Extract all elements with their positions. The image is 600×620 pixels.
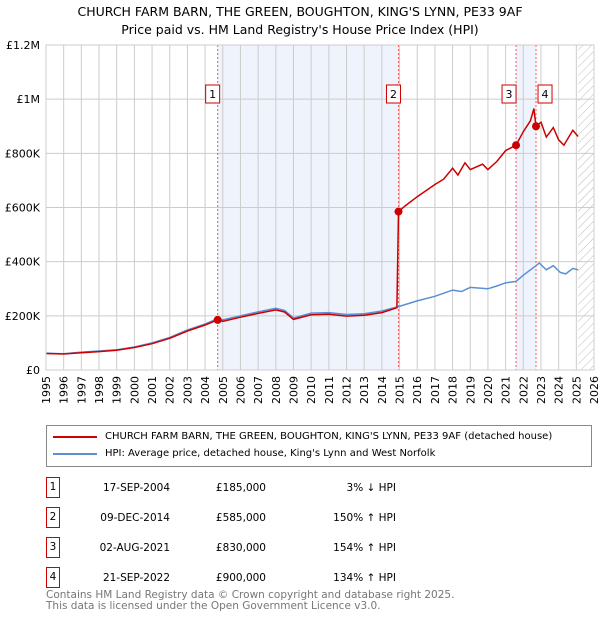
sale-number: 4	[46, 567, 60, 588]
sale-hpi-change: 154% ↑ HPI	[333, 542, 396, 554]
sale-date: 21-SEP-2022	[102, 572, 170, 584]
chart-title: CHURCH FARM BARN, THE GREEN, BOUGHTON, K…	[0, 3, 600, 39]
sale-price: £900,000	[215, 572, 266, 584]
y-tick-label: £1M	[17, 93, 41, 106]
y-tick-label: £1.2M	[6, 39, 40, 52]
x-tick-label: 2016	[411, 376, 424, 404]
series-line-hpi	[45, 261, 579, 355]
sale-hpi-change: 150% ↑ HPI	[333, 512, 396, 524]
sale-point-4	[532, 122, 541, 131]
sale-hpi-change: 3% ↓ HPI	[346, 482, 396, 494]
sale-point-1	[213, 315, 222, 324]
x-tick-label: 2014	[376, 376, 389, 404]
x-tick-label: 2021	[500, 376, 513, 404]
sale-number: 1	[46, 477, 60, 498]
x-tick-label: 2020	[482, 376, 495, 404]
x-tick-label: 1997	[75, 376, 88, 404]
x-tick-label: 2015	[394, 376, 407, 404]
x-tick-label: 2019	[464, 376, 477, 404]
legend-swatch-hpi	[53, 453, 97, 455]
sale-label-4: 4	[542, 88, 549, 101]
x-tick-label: 2005	[217, 376, 230, 404]
sale-label-box-1	[205, 84, 221, 104]
title-line-2: Price paid vs. HM Land Registry's House …	[121, 22, 479, 37]
y-tick-label: £0	[26, 364, 40, 377]
sale-label-3: 3	[506, 88, 513, 101]
x-tick-label: 2018	[447, 376, 460, 404]
legend-item-property: CHURCH FARM BARN, THE GREEN, BOUGHTON, K…	[47, 428, 591, 446]
x-tick-label: 2011	[323, 376, 336, 404]
y-tick-label: £200K	[5, 310, 41, 323]
x-tick-label: 2024	[553, 376, 566, 404]
sale-point-3	[512, 141, 521, 150]
x-tick-label: 2007	[252, 376, 265, 404]
x-tick-label: 2023	[535, 376, 548, 404]
title-line-1: CHURCH FARM BARN, THE GREEN, BOUGHTON, K…	[77, 4, 523, 19]
x-tick-label: 1995	[40, 376, 53, 404]
x-tick-label: 2006	[234, 376, 247, 404]
sale-price: £585,000	[215, 512, 266, 524]
y-tick-label: £800K	[5, 147, 41, 160]
sale-label-2: 2	[390, 88, 397, 101]
footer-line-2: This data is licensed under the Open Gov…	[46, 600, 381, 612]
sale-label-1: 1	[209, 88, 216, 101]
x-tick-label: 1998	[93, 376, 106, 404]
x-tick-label: 2004	[199, 376, 212, 404]
x-tick-label: 1999	[111, 376, 124, 404]
legend-swatch-property	[53, 436, 97, 438]
x-tick-label: 2001	[146, 376, 159, 404]
sale-number: 2	[46, 507, 60, 528]
sale-hpi-change: 134% ↑ HPI	[333, 572, 396, 584]
x-tick-label: 2003	[181, 376, 194, 404]
x-tick-label: 2009	[287, 376, 300, 404]
x-tick-label: 2017	[429, 376, 442, 404]
sale-label-box-2	[385, 84, 401, 104]
sale-price: £185,000	[215, 482, 266, 494]
x-tick-label: 2022	[517, 376, 530, 404]
x-tick-label: 2025	[570, 376, 583, 404]
footer-line-1: Contains HM Land Registry data © Crown c…	[46, 589, 455, 601]
sale-number: 3	[46, 537, 60, 558]
x-tick-label: 2026	[588, 376, 600, 404]
x-tick-label: 2012	[341, 376, 354, 404]
sale-date: 17-SEP-2004	[102, 482, 170, 494]
footer: Contains HM Land Registry data © Crown c…	[46, 590, 454, 612]
sale-point-2	[394, 207, 403, 216]
y-tick-label: £600K	[5, 202, 41, 215]
sale-label-box-3	[501, 84, 517, 104]
x-tick-label: 1996	[58, 376, 71, 404]
plot-border	[45, 44, 595, 371]
sale-price: £830,000	[215, 542, 266, 554]
x-tick-label: 2008	[270, 376, 283, 404]
sale-date: 09-DEC-2014	[100, 512, 170, 524]
x-tick-label: 2013	[358, 376, 371, 404]
series-line-property	[45, 108, 579, 355]
x-tick-label: 2002	[164, 376, 177, 404]
x-tick-label: 2010	[305, 376, 318, 404]
y-tick-label: £400K	[5, 256, 41, 269]
sale-date: 02-AUG-2021	[99, 542, 170, 554]
x-tick-label: 2000	[128, 376, 141, 404]
price-chart: 1995 1996 1997 1998 1999 2000 2001 2002 2003 2004…	[5, 39, 600, 404]
legend-item-hpi: HPI: Average price, detached house, King…	[47, 445, 591, 463]
legend-label-hpi: HPI: Average price, detached house, King…	[105, 448, 436, 459]
chart-legend: CHURCH FARM BARN, THE GREEN, BOUGHTON, K…	[46, 425, 592, 467]
legend-label-property: CHURCH FARM BARN, THE GREEN, BOUGHTON, K…	[105, 431, 553, 442]
sale-label-box-4	[537, 84, 553, 104]
